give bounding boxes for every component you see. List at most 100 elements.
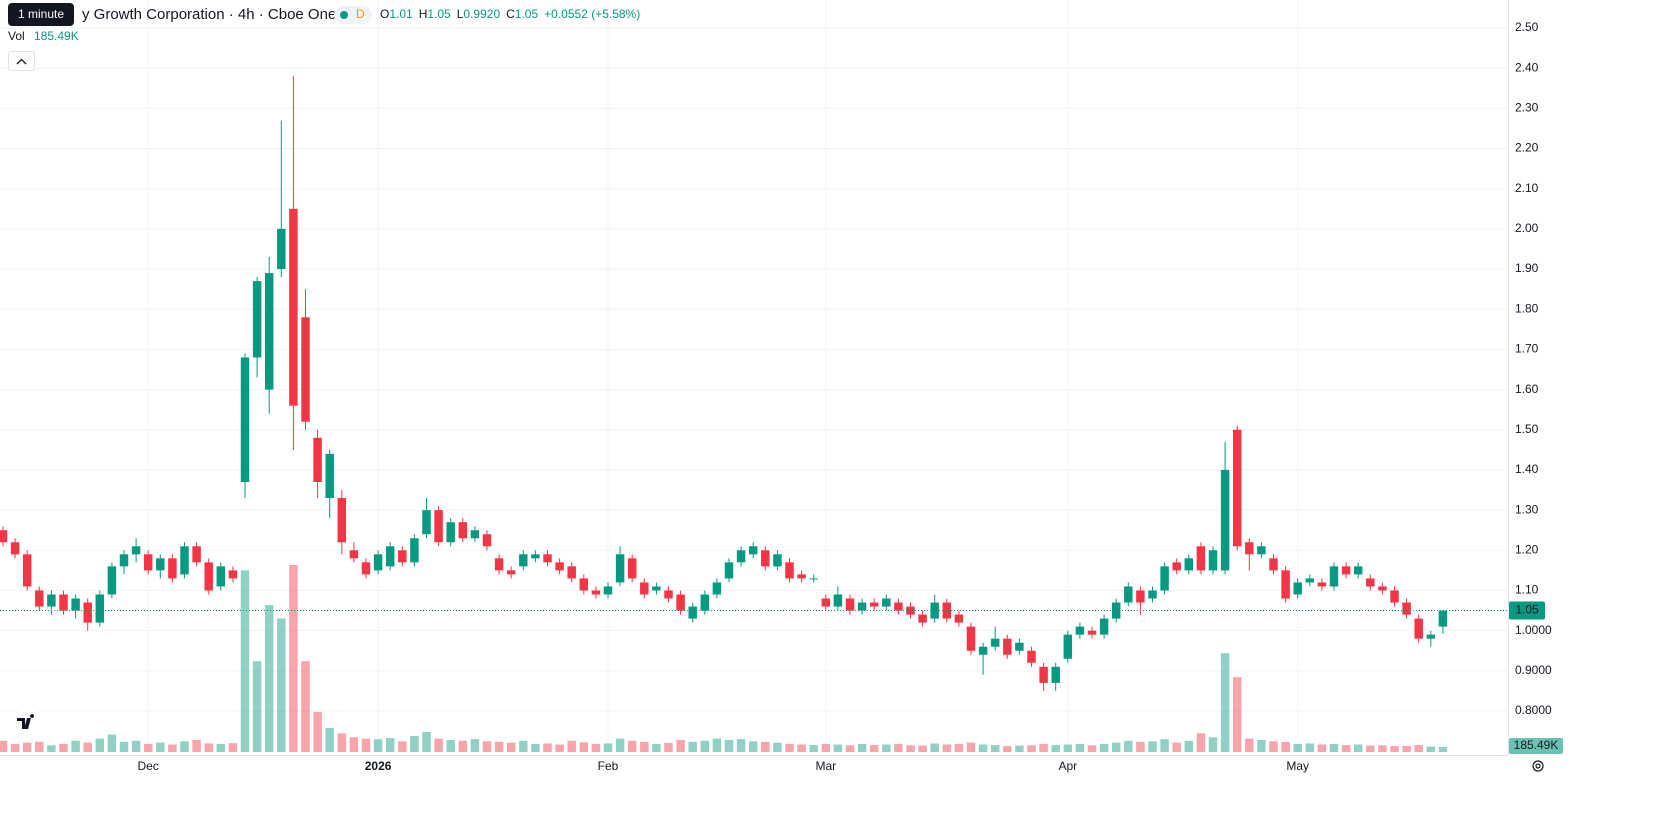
volume-value: 185.49K: [34, 29, 79, 43]
volume-bar: [1402, 745, 1411, 752]
y-tick-label: 1.90: [1515, 261, 1539, 275]
candle-body: [918, 614, 927, 623]
volume-bar: [1438, 747, 1448, 752]
candle-body: [1196, 546, 1206, 571]
volume-bar: [1293, 743, 1302, 752]
candle-body: [216, 566, 226, 587]
candle-body: [1051, 666, 1060, 683]
candle-body: [627, 558, 637, 579]
candle-body: [1208, 550, 1218, 571]
volume-bar: [918, 745, 927, 752]
candle-body: [1390, 590, 1399, 603]
candle-body: [337, 498, 347, 543]
candle-body: [748, 546, 758, 555]
ohlc-legend: O1.01 H1.05 L0.9920 C1.05 +0.0552 (+5.58%): [380, 7, 640, 21]
candle-body: [857, 602, 867, 611]
status-badge[interactable]: [334, 6, 372, 24]
volume-bar: [434, 738, 443, 752]
volume-bar: [1341, 745, 1351, 752]
volume-bar: [143, 743, 153, 752]
candle-body: [95, 594, 105, 623]
candle-body: [1160, 566, 1169, 591]
volume-bar: [531, 743, 540, 752]
settings-icon-center: [1535, 763, 1541, 769]
candle-body: [906, 606, 915, 615]
volume-bar: [1208, 737, 1218, 752]
volume-bar: [1269, 741, 1278, 752]
grid: [0, 0, 1508, 752]
volume-bar: [1087, 745, 1097, 752]
candle-body: [1039, 666, 1048, 683]
volume-bar: [712, 738, 722, 752]
volume-bar: [809, 745, 818, 752]
candle-body: [349, 550, 359, 559]
candle-body: [894, 602, 903, 611]
candle-body: [664, 590, 673, 599]
y-tick-label: 2.10: [1515, 181, 1539, 195]
volume-bar: [494, 741, 504, 752]
legend-value: 0.9920: [463, 7, 500, 21]
candle-body: [1269, 558, 1278, 571]
y-tick-label: 1.60: [1515, 382, 1539, 396]
candle-body: [1027, 650, 1036, 663]
candle-body: [1184, 558, 1194, 571]
candle-body: [252, 281, 262, 358]
volume-bar: [1353, 744, 1363, 752]
candle-body: [313, 437, 322, 482]
volume-bar: [543, 743, 552, 752]
candle-body: [301, 317, 310, 422]
candle-body: [168, 558, 177, 579]
volume-bar: [482, 741, 492, 752]
volume-bar: [930, 743, 939, 752]
candle-body: [47, 594, 56, 607]
volume-bar: [1366, 745, 1375, 752]
settings-button[interactable]: [1532, 760, 1544, 772]
logo[interactable]: [12, 708, 44, 740]
volume-bar: [373, 739, 383, 752]
volume-bar: [700, 740, 710, 752]
volume-bar: [1136, 741, 1145, 752]
volume-bar: [1099, 743, 1109, 752]
volume-axis-label: 185.49K: [1514, 738, 1559, 752]
candle-body: [1003, 638, 1012, 655]
collapse-button[interactable]: [8, 51, 35, 71]
volume-bar: [736, 739, 746, 752]
candle-body: [1099, 618, 1109, 635]
volume-bar: [761, 741, 770, 752]
candle-body: [1232, 429, 1242, 547]
candle-body: [567, 566, 576, 579]
candle-body: [1366, 578, 1375, 587]
x-tick-label: Feb: [598, 759, 619, 773]
volume-bar: [833, 744, 843, 752]
candle-body: [35, 590, 44, 607]
legend-key: C: [506, 7, 515, 21]
volume-bar: [277, 618, 286, 752]
candle-body: [470, 530, 480, 539]
candle-body: [1148, 590, 1157, 599]
candle-body: [192, 546, 201, 563]
volume-bar: [10, 743, 20, 752]
volume-bar: [361, 738, 371, 752]
volume-bar: [1378, 745, 1387, 752]
chart-title: y Growth Corporation · 4h · Cboe One: [82, 6, 336, 23]
volume-bar: [1220, 653, 1230, 752]
volume-bar: [313, 711, 322, 752]
volume-bar: [325, 727, 334, 752]
y-tick-label: 2.30: [1515, 101, 1539, 115]
last-price-label: 1.05: [1515, 603, 1539, 617]
candle-body: [1414, 618, 1423, 639]
volume-bar: [107, 734, 117, 752]
volume-bar: [204, 743, 213, 752]
y-tick-label: 1.80: [1515, 301, 1539, 315]
candle-body: [676, 594, 685, 611]
candle-body: [761, 550, 770, 567]
legend-value: 1.05: [427, 7, 451, 21]
candle-body: [277, 228, 286, 270]
y-tick-label: 1.0000: [1515, 623, 1552, 637]
volume-bar: [1075, 743, 1085, 752]
price-axis: 2.50 2.40 2.30 2.20 2.10 2.00 1.90 1.80 1.70 1.60…: [0, 0, 1563, 773]
candle-body: [1317, 582, 1327, 587]
y-tick-label: 2.40: [1515, 60, 1539, 74]
candle-body: [482, 534, 492, 547]
